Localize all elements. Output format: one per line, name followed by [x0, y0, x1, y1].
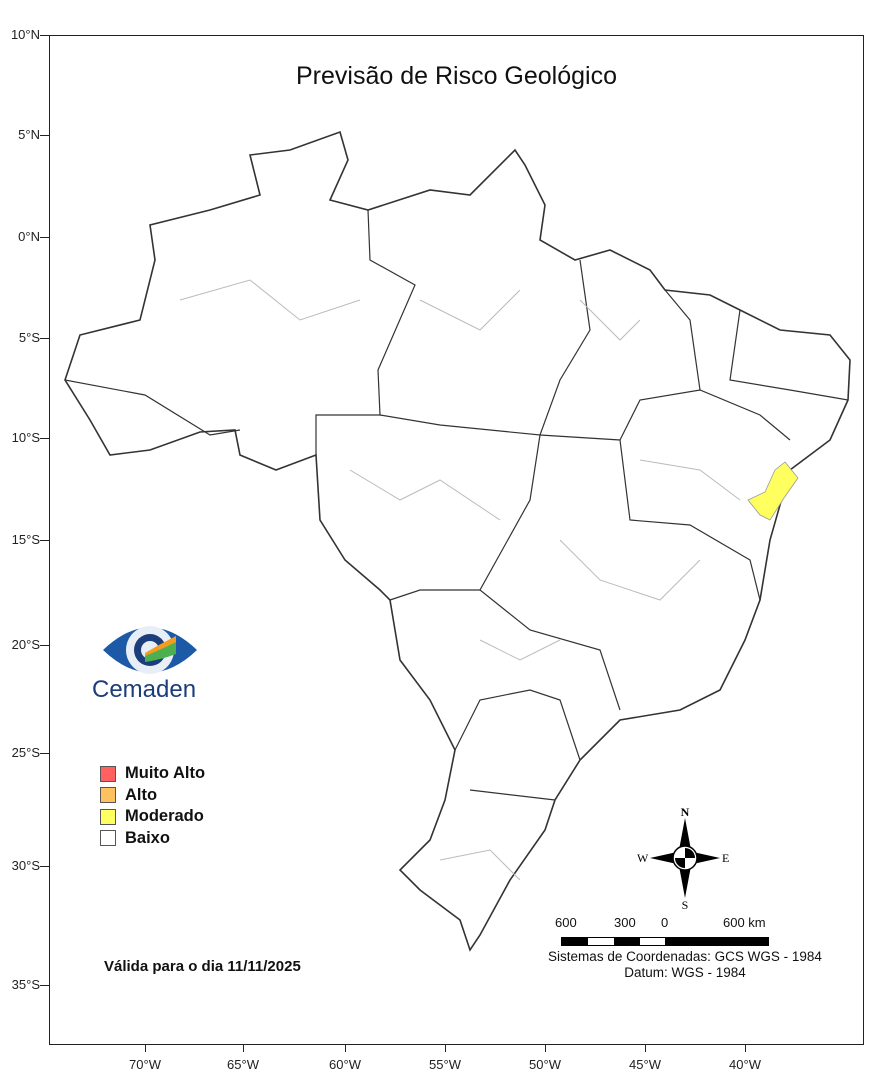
- legend-item-baixo: Baixo: [100, 828, 205, 850]
- coordinate-system: Sistemas de Coordenadas: GCS WGS - 1984 …: [500, 949, 870, 981]
- compass-south-label: S: [682, 898, 689, 912]
- lat-tick: [40, 645, 49, 646]
- lon-tick: [545, 1045, 546, 1052]
- moderado-region: [747, 461, 799, 521]
- lon-label: 40°W: [729, 1057, 761, 1072]
- lon-tick: [145, 1045, 146, 1052]
- lat-tick: [40, 866, 49, 867]
- lat-label: 0°N: [18, 229, 40, 244]
- lon-tick: [243, 1045, 244, 1052]
- compass-east-label: E: [722, 851, 729, 865]
- legend-item-muito-alto: Muito Alto: [100, 763, 205, 785]
- scale-label: 300: [614, 915, 636, 930]
- legend-swatch: [100, 765, 116, 782]
- lon-label: 70°W: [129, 1057, 161, 1072]
- legend-swatch: [100, 808, 116, 825]
- lon-tick: [345, 1045, 346, 1052]
- lat-tick: [40, 135, 49, 136]
- legend-item-alto: Alto: [100, 785, 205, 807]
- page-title: Previsão de Risco Geológico: [296, 62, 617, 90]
- scale-label: 600 km: [723, 915, 766, 930]
- lat-label: 35°S: [11, 977, 40, 992]
- lat-tick: [40, 338, 49, 339]
- compass-north-label: N: [681, 805, 690, 819]
- compass-west-label: W: [637, 851, 649, 865]
- lat-label: 25°S: [11, 745, 40, 760]
- lat-label: 10°S: [11, 430, 40, 445]
- legend-label: Baixo: [125, 828, 170, 847]
- legend-label: Moderado: [125, 807, 204, 826]
- lat-label: 10°N: [10, 27, 40, 42]
- lat-tick: [40, 35, 49, 36]
- valid-date: Válida para o dia 11/11/2025: [104, 958, 301, 975]
- lon-tick: [645, 1045, 646, 1052]
- logo-text: Cemaden: [92, 676, 197, 703]
- scale-bar: [561, 937, 769, 946]
- lon-label: 45°W: [629, 1057, 661, 1072]
- scale-label: 0: [661, 915, 669, 930]
- lat-label: 5°N: [18, 127, 40, 142]
- lon-label: 65°W: [227, 1057, 259, 1072]
- legend-item-moderado: Moderado: [100, 806, 205, 828]
- legend-label: Muito Alto: [125, 764, 206, 783]
- legend-swatch: [100, 787, 116, 804]
- lat-label: 20°S: [11, 637, 40, 652]
- lon-label: 55°W: [429, 1057, 461, 1072]
- map-frame: [49, 35, 864, 1045]
- cemaden-logo: [103, 626, 197, 674]
- lat-tick: [40, 438, 49, 439]
- legend-swatch: [100, 830, 116, 847]
- lon-tick: [745, 1045, 746, 1052]
- lon-tick: [445, 1045, 446, 1052]
- brazil-outline: [64, 130, 851, 952]
- datum-text: Datum: WGS - 1984: [624, 965, 746, 980]
- legend-label: Alto: [125, 785, 158, 804]
- regional-borders: [179, 279, 741, 881]
- lat-tick: [40, 985, 49, 986]
- lon-label: 50°W: [529, 1057, 561, 1072]
- lat-tick: [40, 753, 49, 754]
- lat-label: 15°S: [11, 532, 40, 547]
- lat-label: 5°S: [18, 330, 40, 345]
- crs-text: Sistemas de Coordenadas: GCS WGS - 1984: [548, 949, 822, 964]
- scale-label: 600: [555, 915, 577, 930]
- state-borders: [64, 209, 849, 801]
- compass-rose-icon: N S W E: [637, 805, 729, 912]
- lat-tick: [40, 237, 49, 238]
- lon-label: 60°W: [329, 1057, 361, 1072]
- lat-tick: [40, 540, 49, 541]
- lat-label: 30°S: [11, 858, 40, 873]
- legend: Muito Alto Alto Moderado Baixo: [100, 763, 205, 849]
